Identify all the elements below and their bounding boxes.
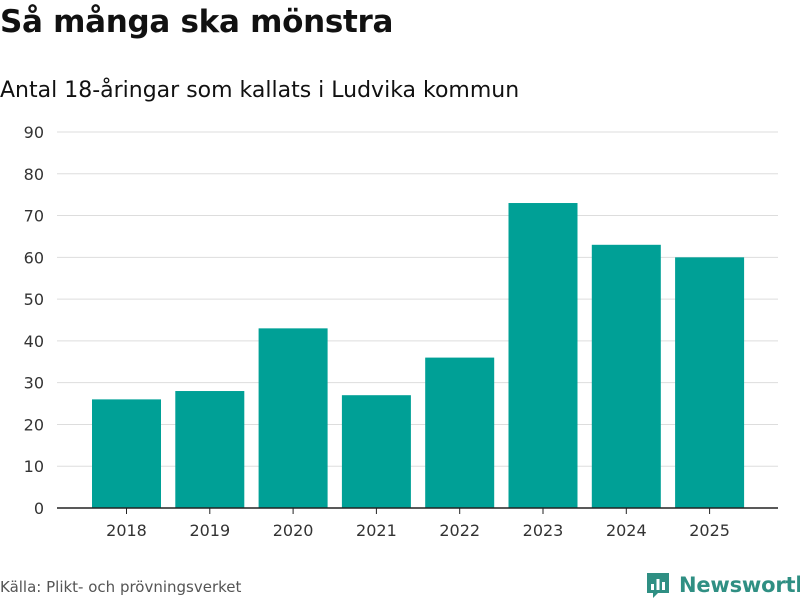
tick-labels: 0 10 20 30 40 50 60 70 80 90 2018 2019 2020 2021 2022 2…: [24, 123, 730, 540]
newsworthy-logo-icon: [647, 573, 669, 598]
y-tick-label: 0: [34, 499, 44, 518]
axes: [57, 507, 778, 514]
bars: [92, 203, 745, 509]
y-tick-label: 90: [24, 123, 44, 142]
y-tick-label: 20: [24, 415, 44, 434]
x-tick-label: 2022: [439, 521, 480, 540]
newsworthy-logo-text: Newsworthy: [679, 573, 800, 597]
bar: [175, 391, 245, 508]
bar: [508, 203, 578, 508]
x-tick-label: 2019: [189, 521, 230, 540]
x-tick-label: 2023: [523, 521, 564, 540]
y-tick-label: 10: [24, 457, 44, 476]
source-note: Källa: Plikt- och prövningsverket: [0, 578, 242, 596]
y-tick-label: 40: [24, 332, 44, 351]
y-tick-label: 70: [24, 207, 44, 226]
x-tick-label: 2025: [689, 521, 730, 540]
y-tick-label: 80: [24, 165, 44, 184]
chart-title: Så många ska mönstra: [0, 4, 394, 40]
bar: [258, 328, 328, 508]
y-tick-label: 50: [24, 290, 44, 309]
bar: [341, 395, 411, 508]
bar: [675, 257, 745, 508]
chart-subtitle: Antal 18-åringar som kallats i Ludvika k…: [0, 78, 520, 103]
y-tick-label: 30: [24, 374, 44, 393]
x-tick-label: 2020: [273, 521, 314, 540]
x-tick-label: 2018: [106, 521, 147, 540]
x-tick-label: 2021: [356, 521, 397, 540]
y-tick-label: 60: [24, 248, 44, 267]
bar: [591, 244, 661, 509]
x-tick-label: 2024: [606, 521, 647, 540]
bar: [92, 399, 161, 508]
newsworthy-logo: Newsworthy: [645, 570, 800, 600]
bar: [425, 357, 495, 508]
grid-lines: [57, 131, 778, 467]
